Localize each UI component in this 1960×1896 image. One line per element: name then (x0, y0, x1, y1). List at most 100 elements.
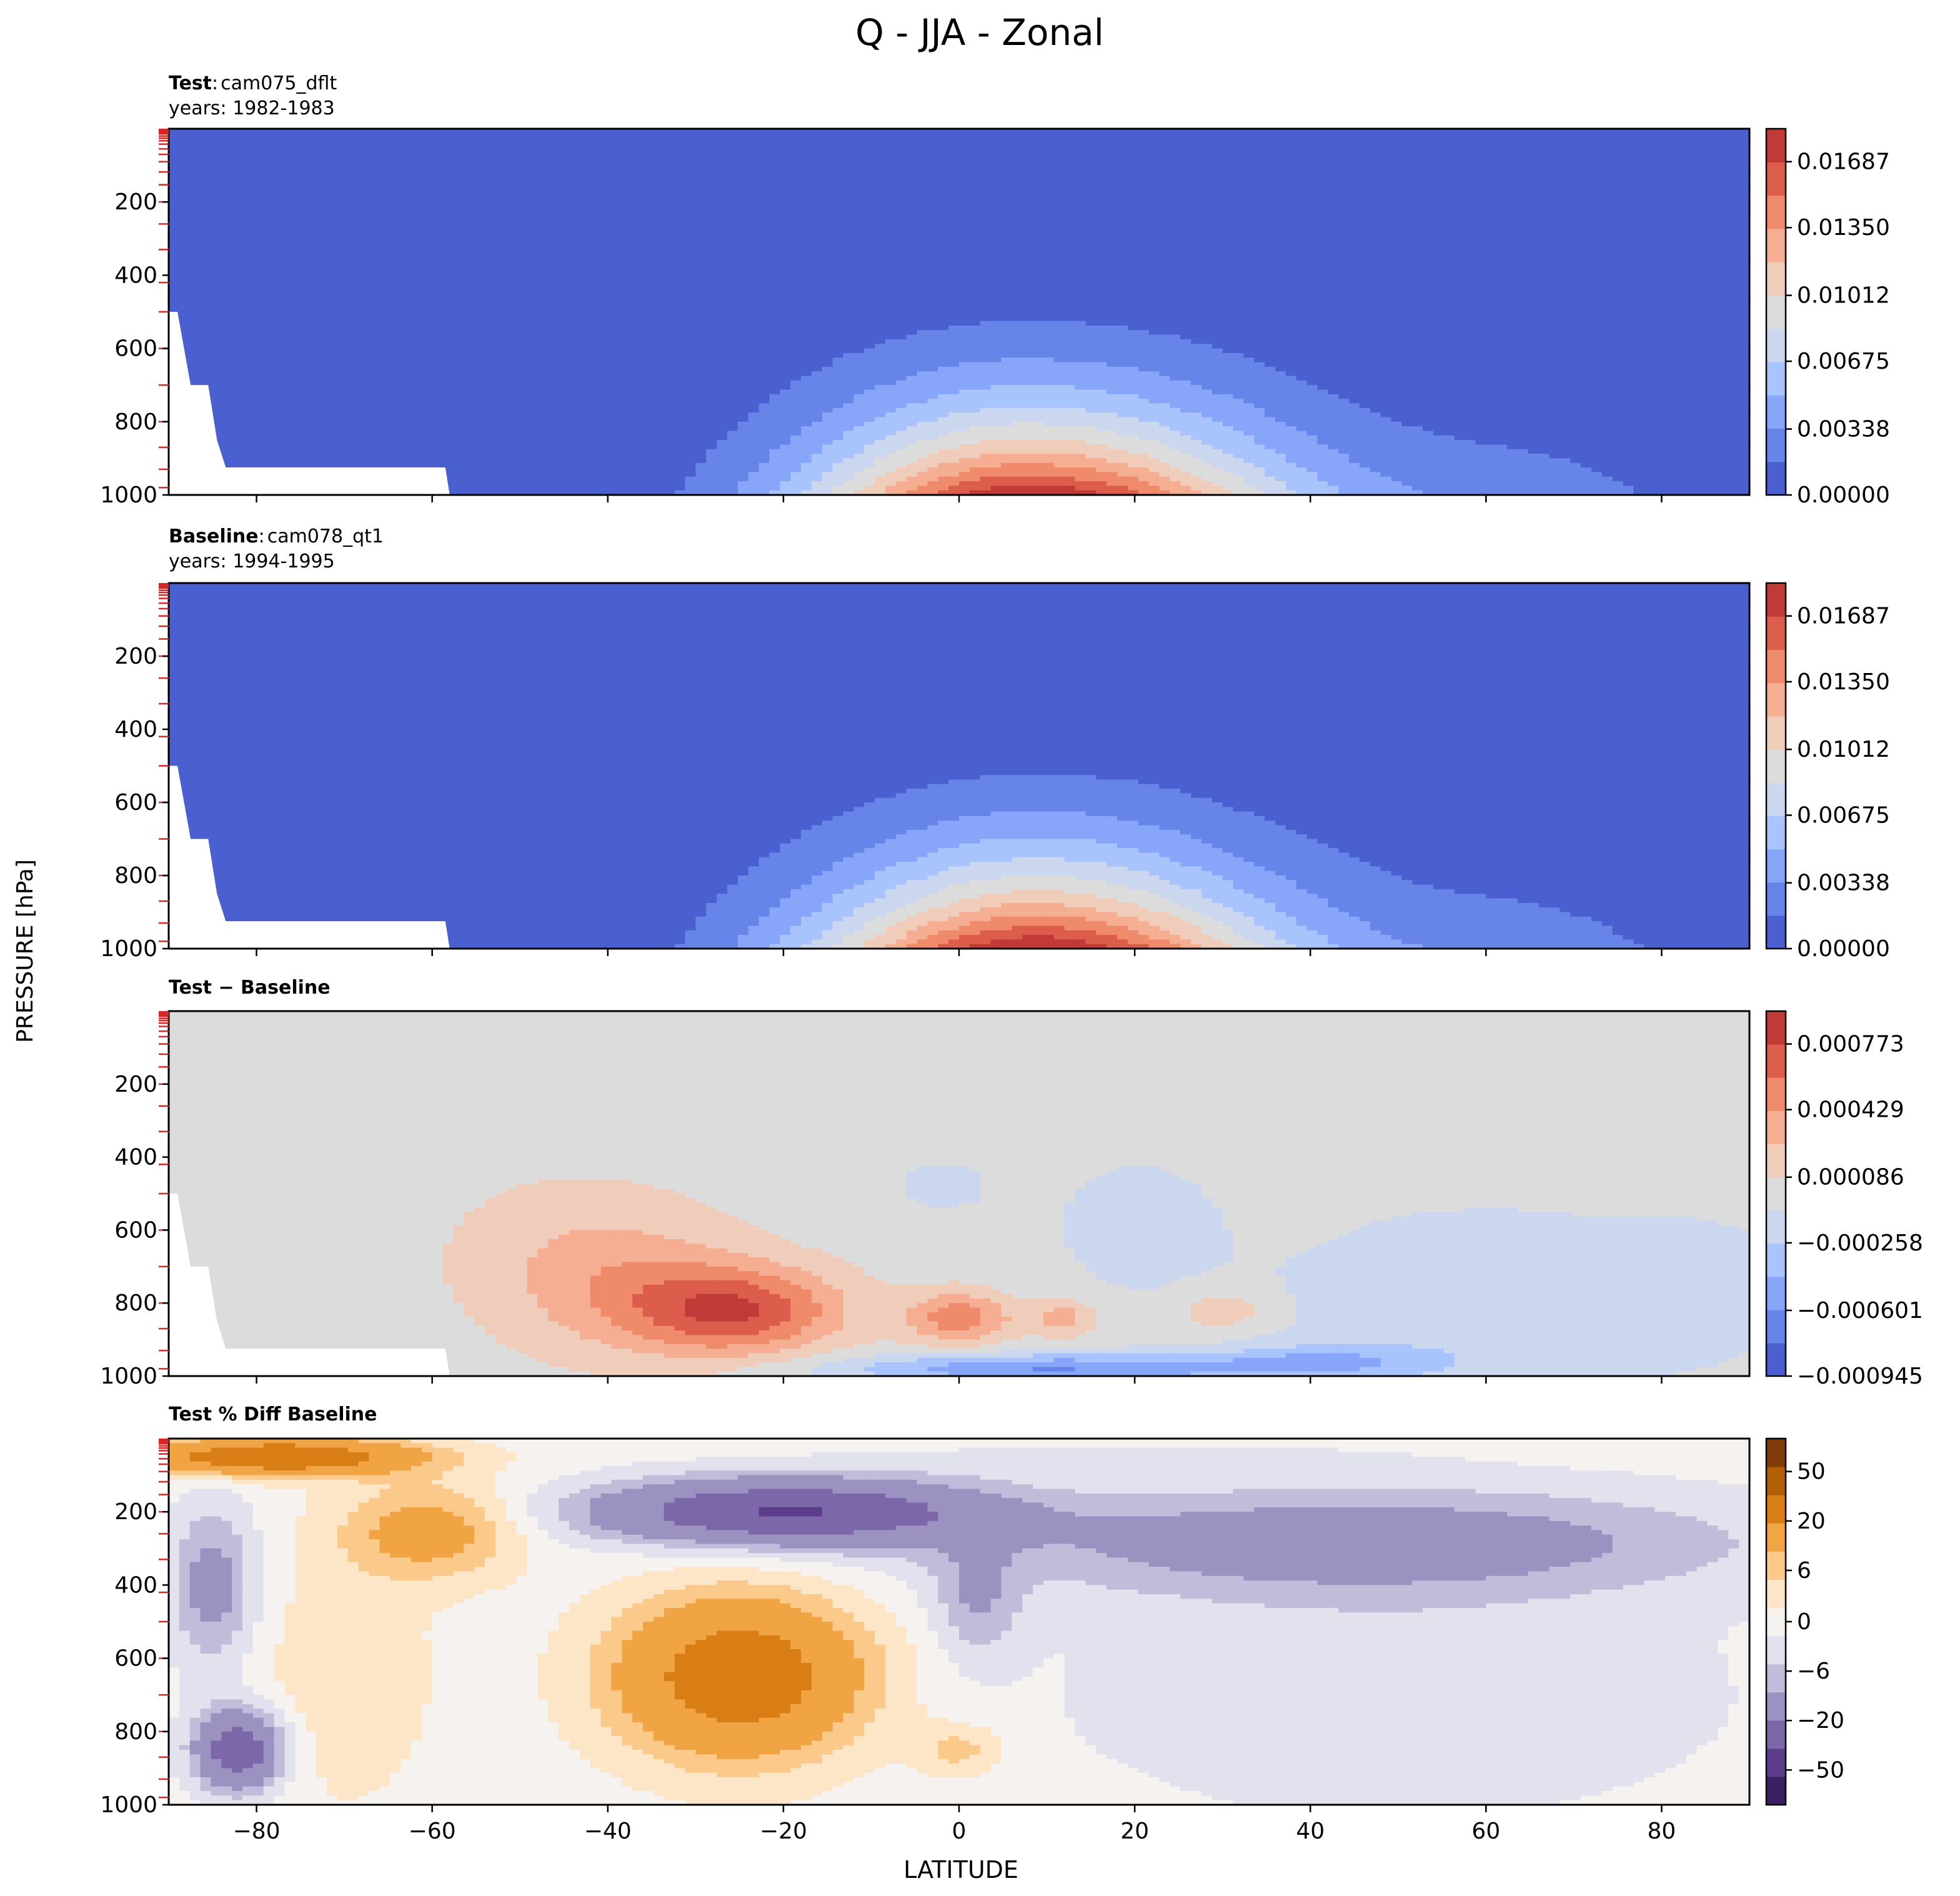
field-cell (221, 206, 232, 212)
field-cell (1096, 156, 1107, 161)
field-cell (369, 169, 380, 175)
field-cell (284, 220, 296, 226)
field-cell (358, 234, 370, 239)
field-cell (1211, 247, 1223, 253)
field-cell (906, 202, 918, 207)
field-cell (1591, 161, 1603, 166)
field-cell (1370, 271, 1381, 276)
field-cell (464, 129, 475, 134)
field-cell (169, 151, 180, 157)
field-cell (1517, 257, 1529, 262)
field-cell (801, 252, 812, 257)
field-cell (327, 129, 338, 134)
field-cell (347, 234, 359, 239)
field-cell (1306, 238, 1318, 244)
field-cell (959, 169, 970, 175)
field-cell (622, 137, 633, 143)
field-cell (1191, 247, 1202, 253)
field-cell (337, 137, 349, 143)
field-cell (717, 133, 728, 139)
field-cell (432, 137, 444, 143)
field-cell (1349, 179, 1360, 184)
field-cell (1675, 220, 1687, 226)
field-cell (1148, 243, 1160, 249)
field-cell (1496, 137, 1508, 143)
field-cell (1317, 252, 1328, 257)
field-cell (1265, 183, 1276, 189)
field-cell (1549, 220, 1560, 226)
field-cell (1401, 156, 1413, 161)
field-cell (1633, 179, 1644, 184)
field-cell (1285, 197, 1297, 202)
field-cell (390, 271, 401, 276)
field-cell (410, 220, 422, 226)
field-cell (1433, 206, 1445, 212)
field-cell (1243, 174, 1255, 180)
field-cell (495, 192, 507, 198)
field-cell (1465, 165, 1476, 171)
field-cell (1338, 147, 1350, 152)
field-cell (1243, 211, 1255, 216)
field-cell (559, 197, 570, 202)
field-cell (327, 234, 338, 239)
field-cell (685, 216, 696, 221)
field-cell (1507, 179, 1518, 184)
field-cell (1528, 234, 1540, 239)
field-cell (1127, 202, 1139, 207)
field-cell (801, 234, 812, 239)
field-cell (980, 261, 992, 267)
field-cell (1475, 161, 1486, 166)
field-cell (727, 197, 739, 202)
field-cell (232, 137, 243, 143)
field-cell (1528, 257, 1540, 262)
field-cell (495, 129, 507, 134)
field-cell (695, 224, 707, 230)
field-cell (759, 247, 770, 253)
field-cell (1475, 211, 1486, 216)
field-cell (917, 197, 928, 202)
field-cell (242, 279, 254, 285)
field-cell (1443, 261, 1455, 267)
field-cell (1180, 151, 1191, 157)
field-cell (1085, 238, 1097, 244)
field-cell (579, 156, 591, 161)
field-cell (263, 252, 275, 257)
field-cell (221, 229, 232, 235)
field-cell (221, 169, 232, 175)
field-cell (822, 216, 833, 221)
field-cell (179, 202, 191, 207)
field-cell (1117, 161, 1128, 166)
field-cell (600, 197, 612, 202)
field-cell (1033, 161, 1044, 166)
field-cell (1159, 229, 1170, 235)
field-cell (1507, 202, 1518, 207)
field-cell (1265, 238, 1276, 244)
field-cell (1012, 252, 1023, 257)
field-cell (990, 137, 1002, 143)
field-cell (685, 151, 696, 157)
field-cell (1328, 142, 1339, 147)
field-cell (1201, 165, 1213, 171)
field-cell (369, 234, 380, 239)
field-cell (611, 224, 622, 230)
field-cell (1601, 206, 1613, 212)
field-cell (327, 238, 338, 244)
field-cell (980, 220, 992, 226)
field-cell (1443, 129, 1455, 134)
field-cell (864, 216, 875, 221)
field-cell (242, 229, 254, 235)
field-cell (316, 174, 327, 180)
field-cell (548, 216, 559, 221)
field-cell (1328, 224, 1339, 230)
field-cell (1644, 151, 1655, 157)
field-cell (316, 165, 327, 171)
field-cell (347, 229, 359, 235)
field-cell (1222, 216, 1234, 221)
field-cell (790, 165, 802, 171)
field-cell (495, 252, 507, 257)
field-cell (1412, 174, 1423, 180)
field-cell (505, 192, 517, 198)
field-cell (421, 202, 433, 207)
field-cell (1222, 275, 1234, 281)
field-cell (1296, 216, 1308, 221)
